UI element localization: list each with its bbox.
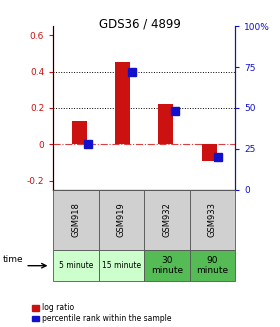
Text: 90
minute: 90 minute	[196, 256, 228, 275]
Bar	[202, 144, 217, 161]
Text: GSM932: GSM932	[162, 202, 171, 237]
Text: 30
minute: 30 minute	[151, 256, 183, 275]
Bar	[158, 104, 173, 144]
Bar	[115, 62, 130, 144]
Text: GDS36 / 4899: GDS36 / 4899	[99, 18, 181, 31]
Text: GSM918: GSM918	[71, 202, 80, 237]
Text: GSM919: GSM919	[117, 202, 126, 237]
Text: 15 minute: 15 minute	[102, 261, 141, 270]
Bar	[72, 121, 87, 144]
Text: 5 minute: 5 minute	[59, 261, 93, 270]
Text: GSM933: GSM933	[208, 202, 217, 237]
Text: time: time	[3, 255, 24, 264]
Legend: log ratio, percentile rank within the sample: log ratio, percentile rank within the sa…	[32, 303, 171, 323]
